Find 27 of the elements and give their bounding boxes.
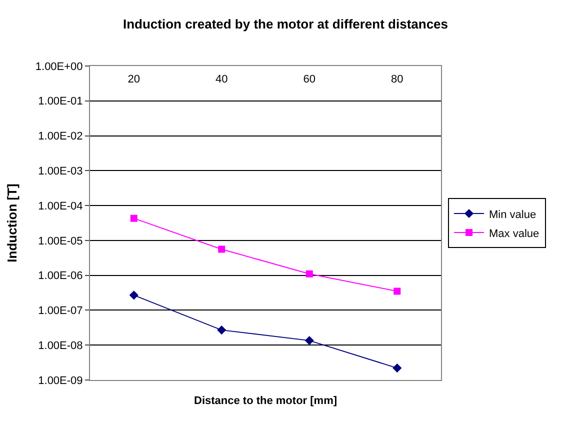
y-tick-label: 1.00E-05 — [38, 235, 83, 248]
y-tick-label: 1.00E-02 — [38, 130, 83, 143]
y-tick-label: 1.00E+00 — [35, 60, 83, 73]
x-tick-label: 40 — [216, 74, 228, 86]
y-tick-label: 1.00E-08 — [38, 340, 83, 352]
point — [304, 336, 314, 346]
point — [394, 288, 401, 295]
point — [218, 246, 226, 253]
y-axis-title: Induction [T] — [4, 184, 20, 262]
y-tick-label: 1.00E-01 — [38, 96, 83, 108]
chart-title: Induction created by the motor at different distances — [122, 16, 448, 32]
y-tick-label: 1.00E-09 — [38, 374, 83, 387]
point — [217, 326, 226, 335]
x-axis-title: Distance to the motor [mm] — [194, 395, 338, 407]
point — [392, 364, 402, 373]
point — [129, 290, 138, 300]
point — [130, 214, 138, 222]
x-tick-label: 20 — [128, 74, 140, 86]
y-tick-label: 1.00E-04 — [38, 200, 83, 212]
y-tick-label: 1.00E-07 — [38, 305, 83, 318]
y-tick-label: 1.00E-06 — [38, 270, 83, 282]
legend-label: Min value — [489, 208, 536, 221]
x-tick-label: 60 — [303, 74, 316, 86]
point — [306, 270, 313, 278]
y-tick-label: 1.00E-03 — [38, 166, 83, 178]
legend-label: Max value — [489, 228, 540, 240]
x-tick-label: 80 — [391, 74, 404, 86]
